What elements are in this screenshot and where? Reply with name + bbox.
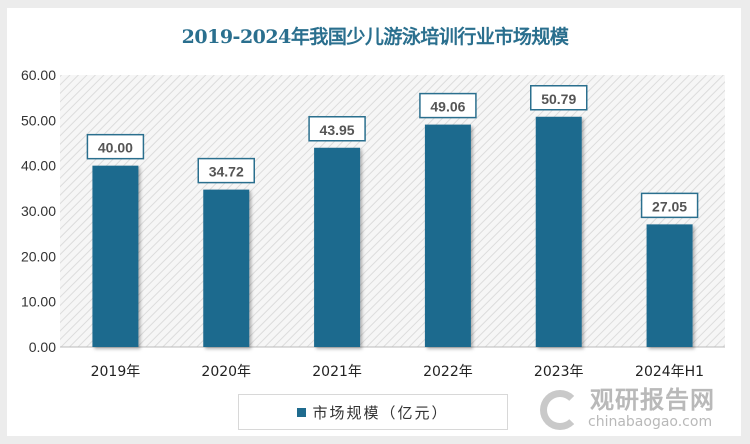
- x-tick-label: 2019年: [91, 364, 141, 380]
- data-label-box: [640, 192, 699, 219]
- y-tick-label: 20.00: [21, 248, 56, 264]
- data-label-box: [530, 85, 588, 111]
- y-tick-label: 40.00: [21, 158, 56, 174]
- bar: [535, 116, 582, 347]
- data-label-box: [419, 92, 477, 119]
- bar: [646, 224, 693, 347]
- y-tick-label: 30.00: [21, 203, 56, 219]
- data-label: 27.05: [652, 198, 687, 214]
- legend-swatch: [297, 407, 307, 417]
- legend-label: 市场规模（亿元）: [312, 403, 449, 422]
- watermark-en: chinabaogao.com: [588, 414, 713, 430]
- data-label-box: [86, 133, 145, 160]
- chart-title: 2019-2024年我国少儿游泳培训行业市场规模: [181, 26, 569, 48]
- x-tick-label: 2024年H1: [635, 364, 704, 380]
- bar: [92, 165, 139, 347]
- y-tick-label: 50.00: [21, 112, 56, 128]
- data-label-box: [197, 157, 255, 184]
- data-label: 40.00: [98, 140, 133, 156]
- bar: [424, 124, 471, 347]
- plot-area: [60, 75, 725, 347]
- x-tick-label: 2022年: [423, 364, 473, 380]
- bar: [314, 147, 361, 347]
- y-tick-label: 60.00: [21, 67, 56, 83]
- data-label: 50.79: [541, 91, 576, 107]
- data-label: 34.72: [209, 164, 244, 180]
- x-tick-label: 2021年: [312, 364, 362, 380]
- watermark-logo-icon: [540, 390, 580, 430]
- bar: [203, 189, 250, 347]
- data-label: 49.06: [430, 99, 465, 115]
- x-tick-label: 2023年: [534, 364, 584, 380]
- watermark: 观研报告网 chinabaogao.com: [540, 386, 715, 430]
- y-tick-label: 10.00: [21, 294, 56, 310]
- data-label: 43.95: [320, 122, 355, 138]
- watermark-cn: 观研报告网: [590, 386, 715, 414]
- x-tick-label: 2020年: [201, 364, 251, 380]
- data-label-box: [308, 116, 366, 142]
- legend: 市场规模（亿元）: [238, 394, 508, 430]
- y-tick-label: 0.00: [29, 339, 56, 355]
